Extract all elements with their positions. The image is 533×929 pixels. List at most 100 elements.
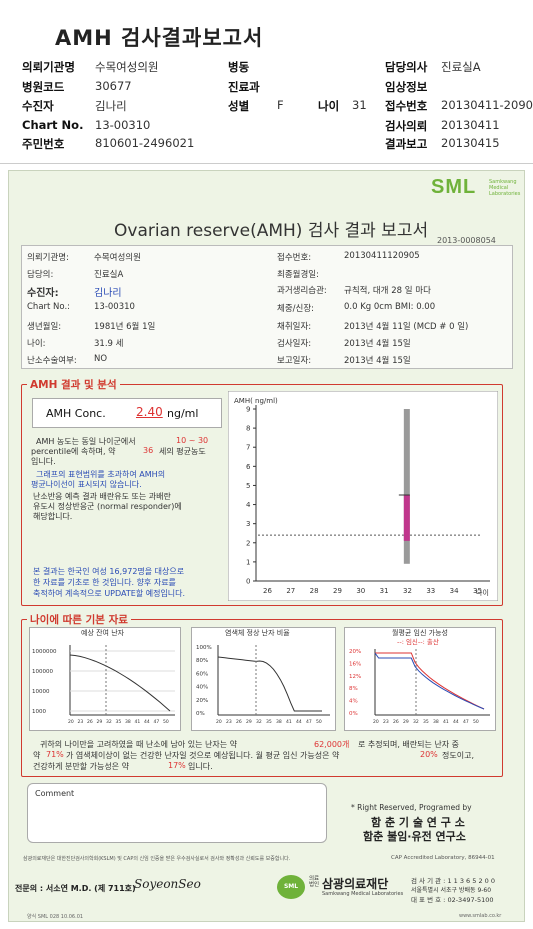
m3-x-tick-label: 47 <box>463 719 469 725</box>
info-value-report-date: 2013년 4월 15일 <box>344 356 411 366</box>
value-test-request: 20130411 <box>441 118 500 132</box>
amh-chart-ylabel: AMH( ng/ml) <box>234 397 278 405</box>
form-code: 양식 SML 028 10.06.01 <box>27 914 84 920</box>
info-label-patient: 수진자: <box>27 288 59 299</box>
m1-y-tick-label: 1000 <box>32 709 46 715</box>
label-test-request: 검사의뢰 <box>385 119 428 133</box>
m3-y-tick-label: 0% <box>349 711 358 717</box>
age-section-title: 나이에 따른 기본 자료 <box>27 612 131 627</box>
amh-range-bar <box>403 409 410 564</box>
m1-x-tick-label: 29 <box>97 719 103 725</box>
summary-line2c: 가 염색체이상이 없는 건강한 난자일 것으로 예상됩니다. 월 평균 임신 가… <box>66 751 340 760</box>
info-label-collection: 채취일자: <box>277 322 312 332</box>
m1-x-tick-label: 20 <box>68 719 74 725</box>
value-receipt-no: 20130411-2090 <box>441 98 533 112</box>
signature: SoyeonSeo <box>134 877 201 891</box>
m1-curve <box>69 654 171 712</box>
signer-name: 전문의 : 서소연 M.D. (제 711호) <box>15 884 136 893</box>
label-result-report: 결과보고 <box>385 137 428 151</box>
summary-line3a: 건강하게 분만할 가능성은 약 <box>33 762 129 771</box>
m2-y-tick-label: 0% <box>196 711 205 717</box>
report-header: AMH 검사결과보고서 의뢰기관명 수목여성의원 병동 담당의사 진료실A 병원… <box>0 0 533 165</box>
info-label-age: 나이: <box>27 339 46 349</box>
scanned-report-sheet: SML Samkwang Medical Laboratories Ovarian … <box>8 170 525 922</box>
amh-y-tick-label: 9 <box>246 406 250 414</box>
foundation-small: 의료법인 <box>309 876 320 888</box>
summary-line2e: 정도이고, <box>442 751 474 760</box>
amh-y-tick-label: 6 <box>246 463 251 471</box>
m2-y-tick-label: 20% <box>196 698 208 704</box>
disclaimer-line3: 축적하여 계속적으로 UPDATE할 예정입니다. <box>33 589 186 598</box>
label-doctor: 담당의사 <box>385 60 428 74</box>
mini-chart-pregnancy-legend: --: 임신--: 출산 <box>397 638 439 646</box>
institute-name2: 함춘 불임·유전 연구소 <box>363 830 466 843</box>
m3-x-tick-label: 50 <box>473 719 479 725</box>
amh-conc-unit: ng/ml <box>167 407 199 420</box>
m3-y-tick-label: 4% <box>349 699 358 705</box>
m2-x-tick-label: 20 <box>216 719 222 725</box>
document-number: 2013-0008054 <box>437 236 496 245</box>
institute-name1: 함 춘 기 술 연 구 소 <box>371 816 465 829</box>
info-label-receipt: 접수번호: <box>277 253 312 263</box>
label-clinical-info: 임상정보 <box>385 80 428 94</box>
m2-x-tick-label: 35 <box>266 719 272 725</box>
note-line3: 입니다. <box>31 457 56 466</box>
m1-x-tick-label: 35 <box>116 719 122 725</box>
summary-line3b: 17% <box>168 761 186 770</box>
m3-x-tick-label: 38 <box>433 719 439 725</box>
note-line4: 그래프의 표현범위를 초과하여 AMH의 <box>36 470 166 479</box>
amh-x-tick-label: 31 <box>380 587 389 595</box>
info-value-surgery: NO <box>94 354 108 364</box>
value-age: 31 <box>352 98 367 112</box>
mini-chart-eggs-title: 예상 잔여 난자 <box>81 629 125 637</box>
mini-chart-normal <box>191 627 336 731</box>
summary-line3c: 입니다. <box>188 762 213 771</box>
amh-conc-label: AMH Conc. <box>46 407 106 420</box>
label-requester: 의뢰기관명 <box>22 60 75 74</box>
amh-x-tick-label: 34 <box>450 587 459 595</box>
note-line1b: 10 ~ 30 <box>176 436 209 445</box>
m1-x-tick-label: 26 <box>87 719 93 725</box>
m2-x-tick-label: 41 <box>286 719 292 725</box>
address-line1: 검 사 기 관 : 1 1 3 6 5 2 0 0 <box>411 877 495 885</box>
amh-iqr-box <box>403 495 410 541</box>
m2-x-tick-label: 44 <box>296 719 302 725</box>
label-patient: 수진자 <box>22 99 54 113</box>
amh-y-tick-label: 0 <box>246 578 250 586</box>
info-label-doctor: 담당의: <box>27 270 54 280</box>
summary-line2d: 20% <box>420 750 438 759</box>
info-value-weight: 0.0 Kg 0cm BMI: 0.00 <box>344 302 436 312</box>
header-divider <box>0 163 533 164</box>
info-label-requester: 의뢰기관명: <box>27 253 69 263</box>
info-value-test-date: 2013년 4월 15일 <box>344 339 411 349</box>
note-line7: 유도시 정상반응군 (normal responder)에 <box>33 502 182 511</box>
info-label-surgery: 난소수술여부: <box>27 356 77 366</box>
website: www.smlab.co.kr <box>459 913 502 919</box>
amh-y-tick-label: 4 <box>246 501 251 509</box>
m2-y-tick-label: 100% <box>196 645 212 651</box>
note-line2b: 36 <box>143 446 154 455</box>
foundation-name: 삼광의료재단 <box>322 877 389 891</box>
m2-x-tick-label: 50 <box>316 719 322 725</box>
disclaimer-line2: 한 자료를 기초로 한 것입니다. 향후 자료를 <box>33 578 176 587</box>
mini-chart-eggs <box>29 627 181 731</box>
mini-chart-normal-title: 염색체 정상 난자 비율 <box>225 629 290 637</box>
m2-x-tick-label: 23 <box>226 719 232 725</box>
amh-y-tick-label: 2 <box>246 539 250 547</box>
info-value-age: 31.9 세 <box>94 339 124 349</box>
amh-x-tick-label: 32 <box>403 587 412 595</box>
accreditation-text: 삼광의료재단은 대한진단검사의학회(KSLM) 및 CAP의 신임 인증을 받은… <box>23 856 291 862</box>
m3-y-tick-label: 20% <box>349 649 361 655</box>
comment-label: Comment <box>35 789 75 798</box>
value-patient: 김나리 <box>95 99 127 113</box>
patient-info-panel <box>21 245 513 369</box>
m3-x-tick-label: 26 <box>393 719 399 725</box>
sheet-title: Ovarian reserve(AMH) 검사 결과 보고서 <box>114 221 429 241</box>
info-value-receipt: 20130411120905 <box>344 251 420 261</box>
address-line3: 대 표 번 호 : 02-3497-5100 <box>411 896 494 904</box>
mini-chart-pregnancy <box>344 627 496 731</box>
amh-x-tick-label: 30 <box>356 587 365 595</box>
m1-y-tick-label: 10000 <box>32 689 50 695</box>
value-sex: F <box>277 98 284 112</box>
info-label-dob: 생년월일: <box>27 322 62 332</box>
